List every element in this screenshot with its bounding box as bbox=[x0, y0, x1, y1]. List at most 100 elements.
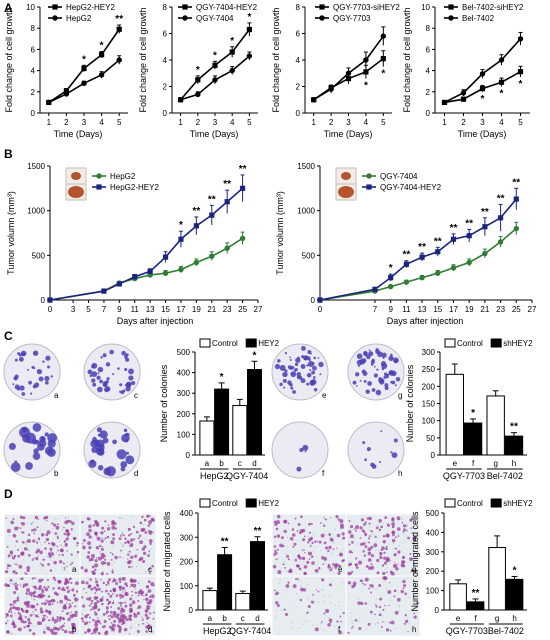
colony-spot bbox=[91, 446, 98, 454]
stained-cell bbox=[370, 545, 374, 549]
colony-spot bbox=[363, 350, 368, 356]
colony-spot bbox=[91, 362, 98, 369]
stained-cell bbox=[9, 614, 13, 618]
C2-y-tick-label: 50 bbox=[426, 434, 435, 443]
stained-cell bbox=[69, 563, 72, 566]
stained-cell bbox=[32, 594, 36, 598]
stained-cell bbox=[18, 616, 22, 621]
D1-y-tick-label: 100 bbox=[180, 582, 194, 591]
colony-spot bbox=[119, 383, 123, 387]
B1-data-point bbox=[239, 235, 246, 242]
stained-cell bbox=[106, 527, 111, 531]
stained-cell bbox=[122, 591, 124, 593]
stained-cell bbox=[26, 604, 30, 608]
stained-cell bbox=[143, 545, 147, 549]
colony-spot bbox=[287, 380, 292, 385]
A4-x-tick-label: 5 bbox=[518, 118, 523, 127]
stained-cell bbox=[22, 531, 25, 534]
colony-spot bbox=[382, 356, 385, 359]
pore-dot bbox=[134, 588, 137, 590]
pore-dot bbox=[9, 582, 11, 584]
stained-cell bbox=[88, 604, 91, 607]
stained-cell bbox=[121, 594, 125, 598]
stained-cell bbox=[49, 569, 53, 572]
stained-cell bbox=[20, 531, 23, 534]
pore-dot bbox=[379, 612, 381, 614]
colony-spot bbox=[44, 375, 50, 382]
stained-cell bbox=[91, 553, 95, 558]
stained-cell bbox=[33, 528, 37, 532]
stained-cell bbox=[135, 530, 139, 534]
pore-dot bbox=[411, 629, 413, 631]
A4-data-point bbox=[441, 99, 448, 106]
D2-y-tick-label: 0 bbox=[435, 606, 440, 615]
stained-cell bbox=[94, 622, 99, 627]
stained-cell bbox=[131, 594, 133, 597]
stained-cell bbox=[106, 598, 109, 602]
tile-label: d bbox=[148, 625, 152, 634]
pore-dot bbox=[376, 588, 379, 590]
colony-spot bbox=[45, 380, 49, 385]
pore-dot bbox=[295, 593, 298, 595]
colony-spot bbox=[13, 376, 18, 381]
stained-cell bbox=[130, 583, 134, 587]
stained-cell bbox=[93, 601, 98, 606]
stained-cell bbox=[70, 553, 73, 556]
pore-dot bbox=[404, 539, 406, 541]
stained-cell bbox=[19, 613, 22, 616]
stained-cell bbox=[50, 542, 55, 546]
B1-series-line bbox=[49, 237, 244, 301]
stained-cell bbox=[46, 610, 48, 613]
stained-cell bbox=[275, 558, 278, 561]
stained-cell bbox=[94, 612, 98, 616]
stained-cell bbox=[111, 525, 116, 530]
stained-cell bbox=[50, 552, 55, 556]
A4-significance-mark: * bbox=[481, 94, 485, 105]
colony-spot bbox=[125, 432, 129, 437]
stained-cell bbox=[317, 567, 321, 570]
B2-y-tick-label: 1500 bbox=[297, 162, 315, 171]
stained-cell bbox=[312, 593, 314, 596]
pore-dot bbox=[60, 601, 63, 604]
A2-data-point bbox=[246, 26, 252, 33]
stained-cell bbox=[149, 606, 151, 608]
A4-y-tick-label: 2 bbox=[426, 88, 431, 97]
stained-cell bbox=[285, 584, 290, 588]
pore-dot bbox=[111, 582, 113, 584]
pore-dot bbox=[371, 613, 374, 615]
stained-cell bbox=[30, 523, 33, 525]
A4-y-tick-label: 6 bbox=[426, 45, 431, 54]
stained-cell bbox=[275, 591, 279, 596]
pore-dot bbox=[45, 626, 47, 628]
pore-dot bbox=[320, 549, 322, 552]
pore-dot bbox=[14, 545, 17, 547]
A2-data-point bbox=[195, 77, 201, 83]
stained-cell bbox=[281, 544, 285, 548]
stained-cell bbox=[27, 618, 31, 622]
pore-dot bbox=[8, 535, 10, 537]
pore-dot bbox=[40, 621, 42, 623]
stained-cell bbox=[386, 558, 391, 562]
stained-cell bbox=[5, 622, 8, 625]
stained-cell bbox=[27, 621, 32, 625]
pore-dot bbox=[358, 618, 360, 620]
stained-cell bbox=[272, 564, 277, 569]
stained-cell bbox=[391, 522, 395, 526]
stained-cell bbox=[88, 528, 92, 533]
colony-spot bbox=[34, 439, 40, 445]
stained-cell bbox=[303, 571, 307, 576]
C2-legend-label: Control bbox=[457, 339, 483, 348]
colony-spot bbox=[307, 349, 312, 355]
pore-dot bbox=[349, 536, 351, 539]
stained-cell bbox=[384, 604, 386, 607]
B1-data-point bbox=[193, 223, 199, 229]
pore-dot bbox=[55, 620, 58, 622]
stained-cell bbox=[101, 596, 104, 599]
stained-cell bbox=[147, 524, 150, 527]
stained-cell bbox=[307, 541, 310, 544]
B2-significance-mark: ** bbox=[434, 236, 442, 247]
stained-cell bbox=[89, 608, 92, 611]
stained-cell bbox=[143, 598, 145, 601]
pore-dot bbox=[393, 548, 395, 550]
colony-spot bbox=[128, 368, 134, 375]
